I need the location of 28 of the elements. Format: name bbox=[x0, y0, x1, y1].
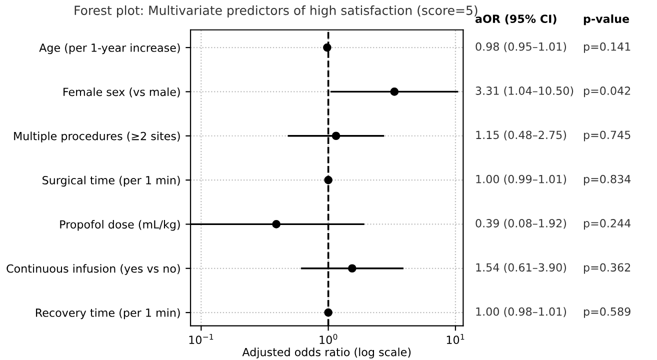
text: 1.00 (0.99–1.01) bbox=[476, 174, 566, 185]
text: p=0.042 bbox=[584, 86, 630, 98]
y-tick-label: Continuous infusion (yes vs no) bbox=[6, 264, 180, 275]
y-tick-label: Surgical time (per 1 min) bbox=[42, 176, 180, 187]
text: 1.54 (0.61–3.90) bbox=[476, 263, 566, 273]
text: p-value bbox=[584, 14, 630, 26]
x-axis-title: Adjusted odds ratio (log scale) bbox=[242, 348, 411, 358]
text: 1.15 (0.48–2.75) bbox=[476, 130, 566, 140]
x-tick-label: 10$^{1}$ bbox=[446, 334, 464, 344]
text: p=0.745 bbox=[584, 130, 630, 142]
y-tick-label: Recovery time (per 1 min) bbox=[36, 308, 180, 320]
text: p=0.589 bbox=[584, 307, 630, 318]
x-tick-label: 10$^{−1}$ bbox=[189, 334, 214, 344]
y-tick-label: Age (per 1-year increase) bbox=[39, 43, 180, 54]
text: 3.31 (1.04–10.50) bbox=[476, 86, 574, 96]
chart-title: Forest plot: Multivariate predictors of high satisfaction (score=5) bbox=[74, 5, 478, 18]
text: p=0.834 bbox=[584, 174, 631, 186]
text: aOR (95% CI) bbox=[475, 14, 556, 24]
y-tick-label: Female sex (vs male) bbox=[64, 87, 180, 98]
text: 1.00 (0.98–1.01) bbox=[476, 307, 566, 318]
text: p=0.244 bbox=[584, 219, 631, 230]
text: p=0.141 bbox=[584, 42, 630, 53]
x-tick-label: 10$^{0}$ bbox=[320, 334, 338, 344]
y-tick-label: Propofol dose (mL/kg) bbox=[60, 220, 180, 231]
y-tick-label: Multiple procedures (≥2 sites) bbox=[14, 132, 180, 142]
text: 0.39 (0.08–1.92) bbox=[476, 218, 566, 229]
text: p=0.362 bbox=[584, 263, 630, 274]
text: 0.98 (0.95–1.01) bbox=[476, 42, 566, 52]
